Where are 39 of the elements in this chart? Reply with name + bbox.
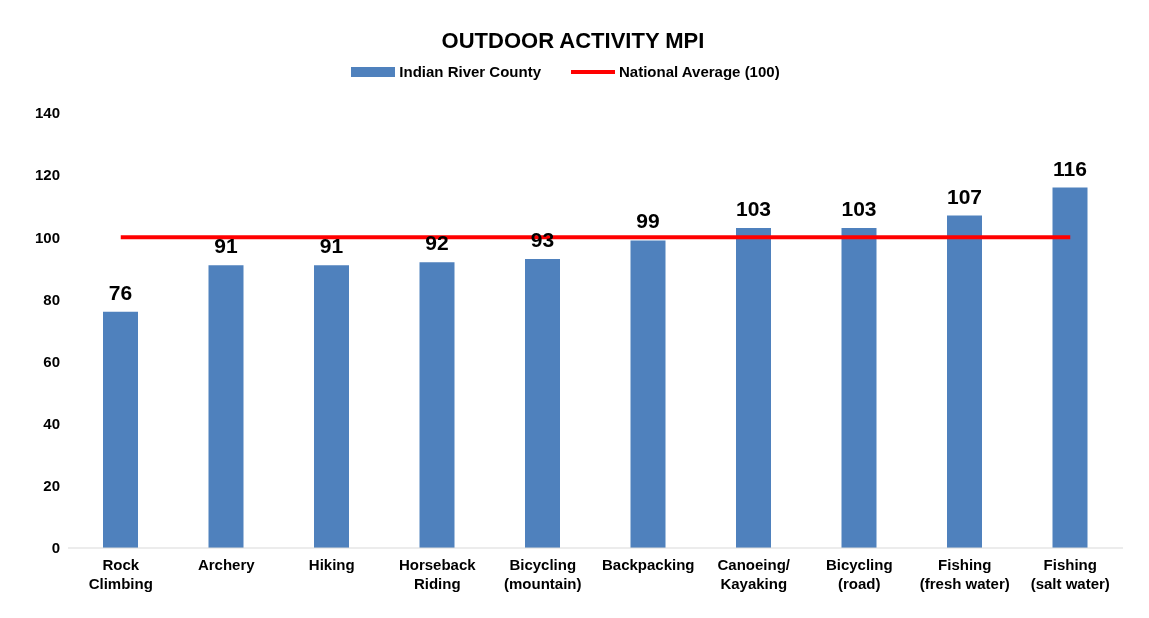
- y-tick-label: 0: [51, 539, 60, 557]
- bar: [419, 262, 455, 548]
- y-tick-label: 20: [43, 477, 60, 495]
- y-tick-label: 120: [34, 166, 60, 184]
- x-tick-label: Fishing (salt water): [1030, 556, 1110, 592]
- x-tick-label: Bicycling (mountain): [504, 556, 582, 592]
- data-label: 91: [319, 234, 344, 258]
- x-tick-label: Fishing (fresh water): [919, 556, 1010, 592]
- bar: [947, 215, 982, 548]
- bar: [630, 240, 666, 548]
- y-tick-label: 100: [34, 228, 60, 246]
- y-tick-label: 140: [34, 104, 60, 122]
- x-tick-label: Bicycling (road): [825, 556, 893, 592]
- data-label: 103: [735, 196, 772, 220]
- y-tick-label: 80: [43, 290, 60, 308]
- x-tick-label: Canoeing/ Kayaking: [717, 556, 791, 592]
- bar: [841, 227, 877, 548]
- chart-title: OUTDOOR ACTIVITY MPI: [440, 27, 706, 55]
- bar: [208, 265, 244, 548]
- bar: [103, 311, 138, 548]
- data-label: 91: [214, 234, 238, 258]
- bar: [314, 265, 349, 548]
- y-tick-label: 60: [43, 352, 60, 370]
- bar: [525, 259, 560, 548]
- x-tick-label: Rock Climbing: [88, 556, 153, 592]
- data-label: 76: [108, 280, 133, 304]
- data-label: 116: [1053, 156, 1087, 180]
- legend-label: Indian River County: [399, 63, 542, 80]
- legend-label: National Average (100): [619, 63, 780, 80]
- x-tick-label: Backpacking: [601, 556, 695, 573]
- data-label: 107: [946, 184, 983, 208]
- data-label: 99: [636, 209, 660, 233]
- bar: [736, 227, 771, 548]
- x-tick-label: Archery: [197, 556, 256, 573]
- y-tick-label: 40: [43, 415, 60, 433]
- bar: [1052, 187, 1088, 548]
- x-tick-label: Hiking: [308, 556, 355, 573]
- x-tick-label: Horseback Riding: [398, 556, 477, 592]
- data-label: 103: [841, 196, 877, 220]
